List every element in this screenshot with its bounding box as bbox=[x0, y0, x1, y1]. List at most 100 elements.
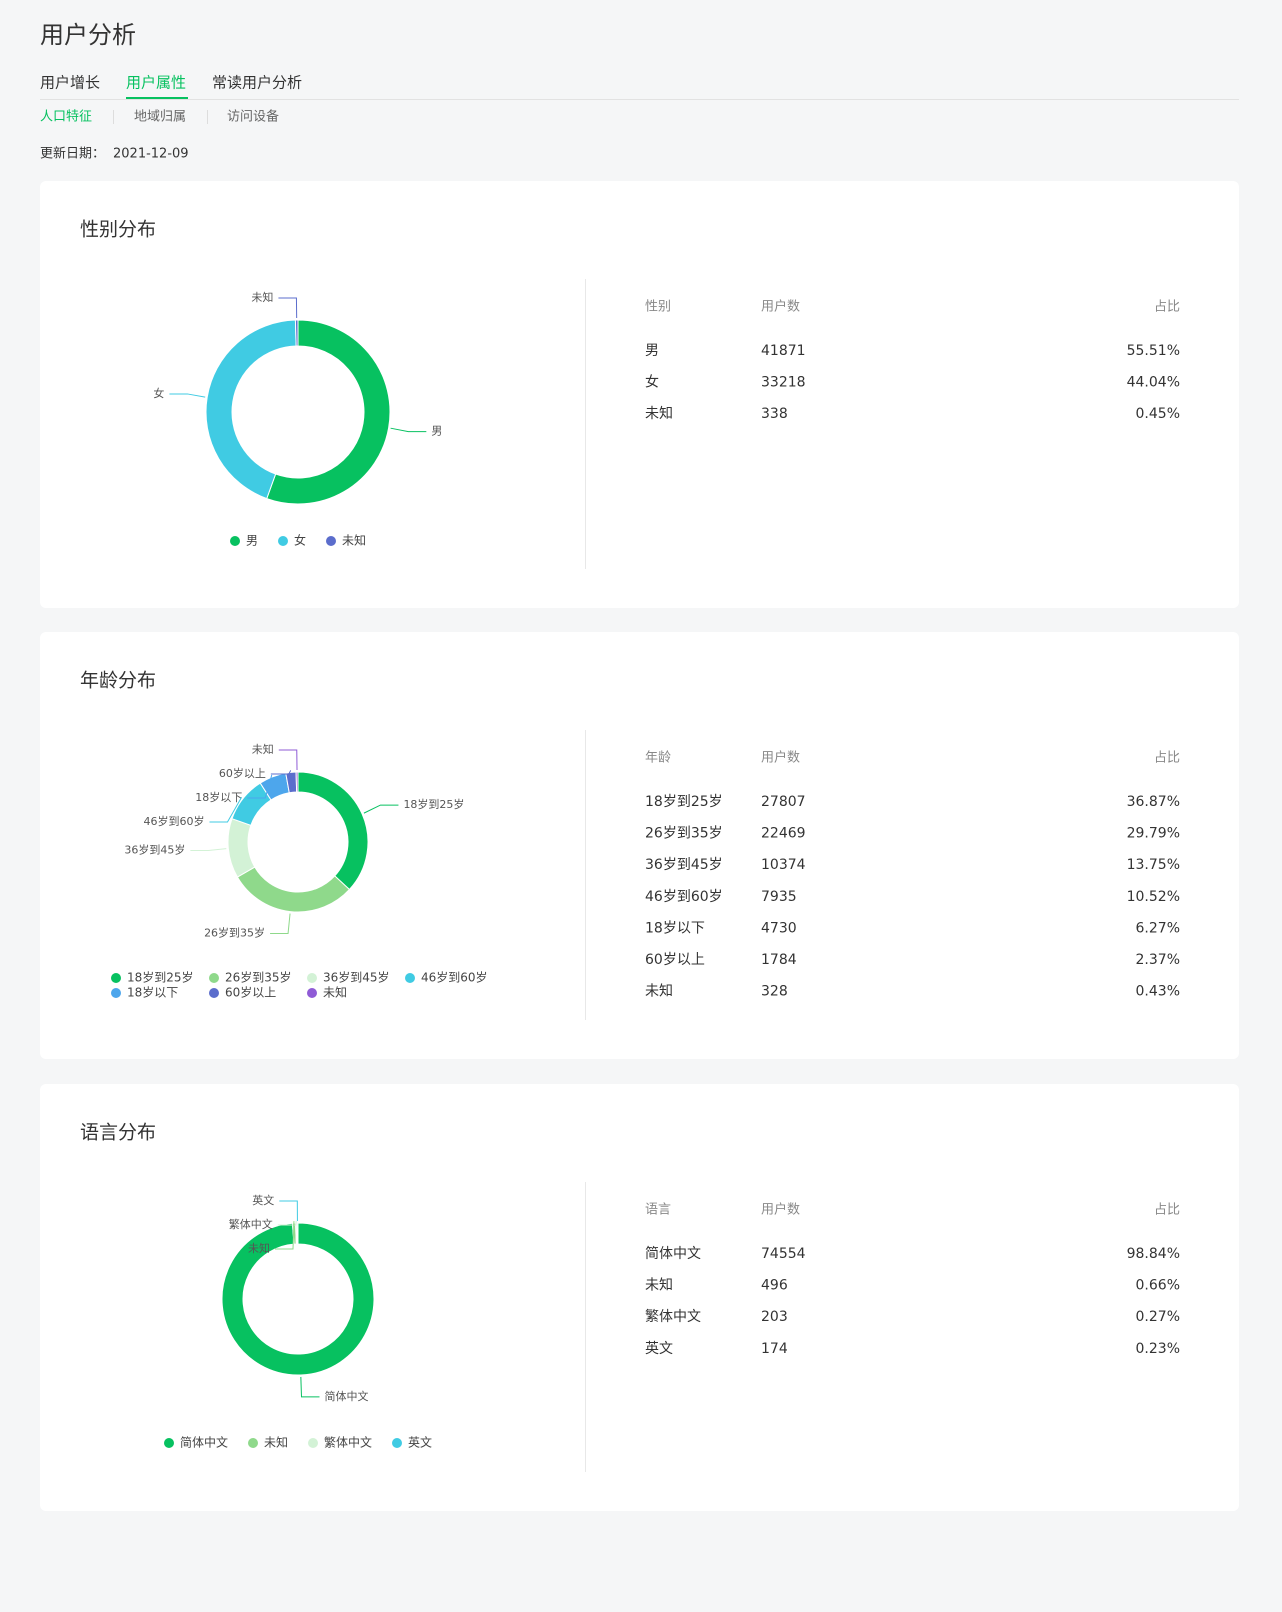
legend-label: 未知 bbox=[342, 534, 366, 548]
legend-label: 未知 bbox=[264, 1436, 288, 1450]
table-cell: 0.27% bbox=[1136, 1309, 1180, 1325]
table-cell: 36.87% bbox=[1127, 794, 1180, 810]
legend-label: 男 bbox=[246, 534, 258, 548]
leader-line bbox=[278, 297, 298, 319]
table-cell: 22469 bbox=[761, 826, 806, 842]
table-cell: 0.45% bbox=[1136, 406, 1180, 422]
leader-line bbox=[275, 1221, 295, 1250]
table-header: 占比 bbox=[1154, 1203, 1180, 1218]
table-cell: 41871 bbox=[761, 343, 806, 359]
card bbox=[40, 1084, 1239, 1511]
legend-marker bbox=[326, 536, 336, 546]
table-cell: 2.37% bbox=[1136, 952, 1180, 968]
legend-marker bbox=[209, 973, 219, 983]
leader-line bbox=[278, 749, 298, 771]
slice-label: 简体中文 bbox=[324, 1389, 368, 1403]
legend-marker bbox=[111, 988, 121, 998]
table-cell: 26岁到35岁 bbox=[645, 826, 723, 842]
card-title: 语言分布 bbox=[80, 1122, 156, 1144]
donut-slice bbox=[296, 1222, 299, 1245]
update-label: 更新日期： bbox=[40, 146, 105, 162]
subtab[interactable]: 访问设备 bbox=[227, 109, 279, 125]
leader-line bbox=[270, 913, 291, 934]
leader-line bbox=[390, 427, 427, 433]
slice-label: 26岁到35岁 bbox=[204, 925, 265, 939]
slice-label: 60岁以上 bbox=[219, 766, 266, 780]
table-header: 用户数 bbox=[761, 299, 800, 315]
table-cell: 33218 bbox=[761, 375, 806, 391]
table-cell: 55.51% bbox=[1127, 343, 1180, 359]
leader-line bbox=[169, 393, 206, 398]
table-cell: 4730 bbox=[761, 920, 797, 936]
leader-line bbox=[300, 1376, 320, 1398]
table-cell: 男 bbox=[645, 343, 659, 359]
legend-marker bbox=[307, 973, 317, 983]
table-cell: 女 bbox=[645, 374, 659, 391]
table-header: 用户数 bbox=[761, 1202, 800, 1218]
legend-label: 60岁以上 bbox=[225, 985, 276, 1000]
slice-label: 未知 bbox=[252, 742, 274, 756]
table-cell: 496 bbox=[761, 1278, 788, 1294]
legend-label: 简体中文 bbox=[180, 1435, 228, 1450]
donut-slice bbox=[221, 1222, 375, 1376]
donut-slice bbox=[295, 771, 299, 793]
slice-label: 18岁到25岁 bbox=[403, 797, 464, 811]
table-cell: 未知 bbox=[645, 983, 673, 1000]
table-cell: 18岁以下 bbox=[645, 920, 705, 936]
table-cell: 36岁到45岁 bbox=[645, 857, 723, 873]
slice-label: 18岁以下 bbox=[195, 790, 242, 804]
table-header: 语言 bbox=[645, 1203, 671, 1218]
slice-label: 未知 bbox=[251, 290, 273, 304]
table-cell: 未知 bbox=[645, 405, 673, 422]
tab[interactable]: 常读用户分析 bbox=[212, 74, 302, 92]
update-date: 2021-12-09 bbox=[113, 147, 189, 162]
legend-marker bbox=[248, 1438, 258, 1448]
legend-label: 英文 bbox=[408, 1435, 432, 1450]
table-header: 年龄 bbox=[645, 751, 671, 766]
slice-label: 英文 bbox=[252, 1193, 274, 1207]
tab-active[interactable]: 用户属性 bbox=[126, 74, 186, 92]
page-title: 用户分析 bbox=[40, 21, 136, 49]
legend-marker bbox=[405, 973, 415, 983]
table-cell: 繁体中文 bbox=[645, 1309, 701, 1325]
table-cell: 1784 bbox=[761, 952, 797, 968]
leader-line bbox=[247, 774, 273, 799]
leader-line bbox=[363, 804, 399, 814]
legend-marker bbox=[307, 988, 317, 998]
table-cell: 338 bbox=[761, 406, 788, 422]
legend-marker bbox=[308, 1438, 318, 1448]
donut-slice bbox=[294, 319, 299, 347]
slice-label: 36岁到45岁 bbox=[124, 842, 185, 856]
donut-slice bbox=[266, 319, 391, 505]
leader-line bbox=[279, 1200, 298, 1222]
table-cell: 10.52% bbox=[1127, 889, 1180, 905]
table-cell: 46岁到60岁 bbox=[645, 889, 723, 905]
table-cell: 44.04% bbox=[1127, 375, 1180, 391]
table-cell: 未知 bbox=[645, 1277, 673, 1294]
legend-marker bbox=[230, 536, 240, 546]
slice-label: 女 bbox=[153, 386, 164, 400]
table-cell: 13.75% bbox=[1127, 857, 1180, 873]
legend-marker bbox=[392, 1438, 402, 1448]
legend-label: 未知 bbox=[323, 986, 347, 1000]
subtab-active[interactable]: 人口特征 bbox=[40, 110, 92, 125]
tab[interactable]: 用户增长 bbox=[40, 74, 100, 92]
slice-label: 男 bbox=[431, 425, 442, 438]
table-cell: 简体中文 bbox=[645, 1245, 701, 1262]
leader-line bbox=[190, 848, 227, 851]
table-cell: 203 bbox=[761, 1309, 788, 1325]
donut-slice bbox=[205, 319, 297, 500]
legend-label: 18岁以下 bbox=[127, 985, 178, 1000]
table-cell: 6.27% bbox=[1136, 920, 1180, 936]
legend-marker bbox=[209, 988, 219, 998]
table-header: 性别 bbox=[645, 300, 671, 315]
legend-label: 26岁到35岁 bbox=[225, 970, 292, 985]
subtab[interactable]: 地域归属 bbox=[134, 110, 186, 125]
table-header: 占比 bbox=[1154, 751, 1180, 766]
legend-marker bbox=[164, 1438, 174, 1448]
legend-label: 36岁到45岁 bbox=[323, 970, 390, 985]
tab-underline bbox=[126, 97, 188, 99]
slice-label: 繁体中文 bbox=[229, 1217, 273, 1231]
legend-label: 46岁到60岁 bbox=[421, 970, 488, 985]
